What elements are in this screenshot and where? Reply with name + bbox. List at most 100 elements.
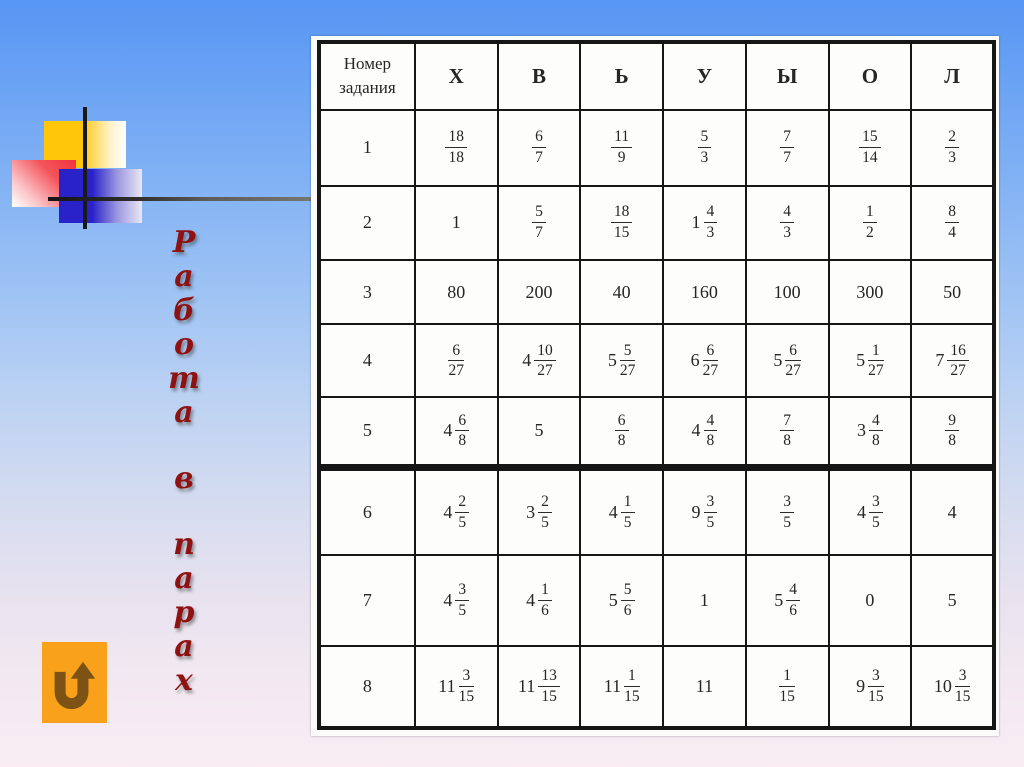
answer-cell: 11 13 15 (496, 644, 582, 730)
column-header: О (827, 41, 913, 111)
task-number-column-header: Номер задания (318, 41, 416, 111)
answer-cell: 160 (662, 258, 747, 326)
table-row: 3 80 200 40 160 100 300 50 (318, 258, 995, 326)
vertical-title-letter: х (175, 663, 193, 698)
answer-cell: 50 (910, 258, 995, 326)
vertical-title-letter: т (168, 361, 200, 396)
answer-cell: 5 (910, 554, 995, 647)
column-header: У (662, 41, 747, 111)
answer-cell: 100 (744, 258, 830, 326)
vertical-title-letter: а (174, 395, 194, 430)
answer-cell: 300 (827, 258, 913, 326)
vertical-title-space (150, 430, 218, 462)
answer-cell: 4 10 27 (496, 323, 582, 399)
column-header: Х (413, 41, 499, 111)
answers-table-panel: Номер задания Х В Ь У Ы О Л 1 18 18 6 7 11 9 5 3 7 7 15 14 2 3… (311, 36, 999, 736)
answer-cell: 18 15 (579, 184, 665, 261)
vertical-title-space (150, 496, 218, 528)
answers-table: Номер задания Х В Ь У Ы О Л 1 18 18 6 7 11 9 5 3 7 7 15 14 2 3… (317, 40, 996, 730)
task-number-cell: 7 (318, 554, 416, 647)
task-number-cell: 2 (318, 184, 416, 261)
task-number-cell: 6 (318, 463, 416, 557)
answer-cell: 9 3 15 (827, 644, 913, 730)
answer-cell: 10 3 15 (910, 644, 995, 730)
vertical-title-letter: а (174, 561, 194, 596)
answer-cell: 1 15 (744, 644, 830, 730)
vertical-title-letter: Р (172, 225, 196, 260)
answer-cell: 11 3 15 (413, 644, 499, 730)
vertical-title-letter: р (173, 595, 195, 630)
answer-cell: 6 6 27 (662, 323, 747, 399)
vertical-title-letter: б (173, 293, 195, 328)
answer-cell: 15 14 (827, 108, 913, 187)
answer-cell: 18 18 (413, 108, 499, 187)
task-number-cell: 8 (318, 644, 416, 730)
answer-cell: 5 6 27 (744, 323, 830, 399)
column-header: В (496, 41, 582, 111)
crosshair-vertical-line (83, 107, 87, 229)
answer-cell: 5 (496, 396, 582, 469)
return-button[interactable] (42, 642, 107, 723)
vertical-title-letter: в (174, 461, 194, 496)
table-row: 2 1 5 7 18 15 1 4 3 4 3 1 2 8 4 (318, 184, 995, 261)
table-row: 4 6 27 4 10 27 5 5 27 6 6 27 5 6 27 5 1 27 7 16 27 (318, 323, 995, 399)
vertical-title-letter: а (174, 629, 194, 664)
answer-cell: 80 (413, 258, 499, 326)
answer-cell: 1 (413, 184, 499, 261)
crosshair-horizontal-line (48, 197, 312, 201)
answer-cell: 11 (662, 644, 747, 730)
answer-cell: 0 (827, 554, 913, 647)
vertical-title-letter: а (174, 259, 194, 294)
u-turn-arrow-icon (47, 648, 102, 717)
task-number-cell: 5 (318, 396, 416, 469)
answer-cell: 1 (662, 554, 747, 647)
answer-cell: 5 1 27 (827, 323, 913, 399)
answer-cell: 5 5 27 (579, 323, 665, 399)
answer-cell: 40 (579, 258, 665, 326)
vertical-title-letter: п (173, 527, 195, 562)
column-header: Ы (744, 41, 830, 111)
table-row: 8 11 3 15 11 13 15 11 1 15 11 1 15 9 3 15 10 3 15 (318, 644, 995, 730)
table-row: 1 18 18 6 7 11 9 5 3 7 7 15 14 2 3 (318, 108, 995, 187)
vertical-title-letter: о (173, 327, 194, 362)
task-number-cell: 4 (318, 323, 416, 399)
task-number-cell: 3 (318, 258, 416, 326)
decor-blue-square (59, 169, 142, 223)
answer-cell: 6 27 (413, 323, 499, 399)
answer-cell: 7 16 27 (910, 323, 995, 399)
answer-cell: 11 9 (579, 108, 665, 187)
task-number-cell: 1 (318, 108, 416, 187)
answer-cell: 200 (496, 258, 582, 326)
column-header: Л (910, 41, 995, 111)
